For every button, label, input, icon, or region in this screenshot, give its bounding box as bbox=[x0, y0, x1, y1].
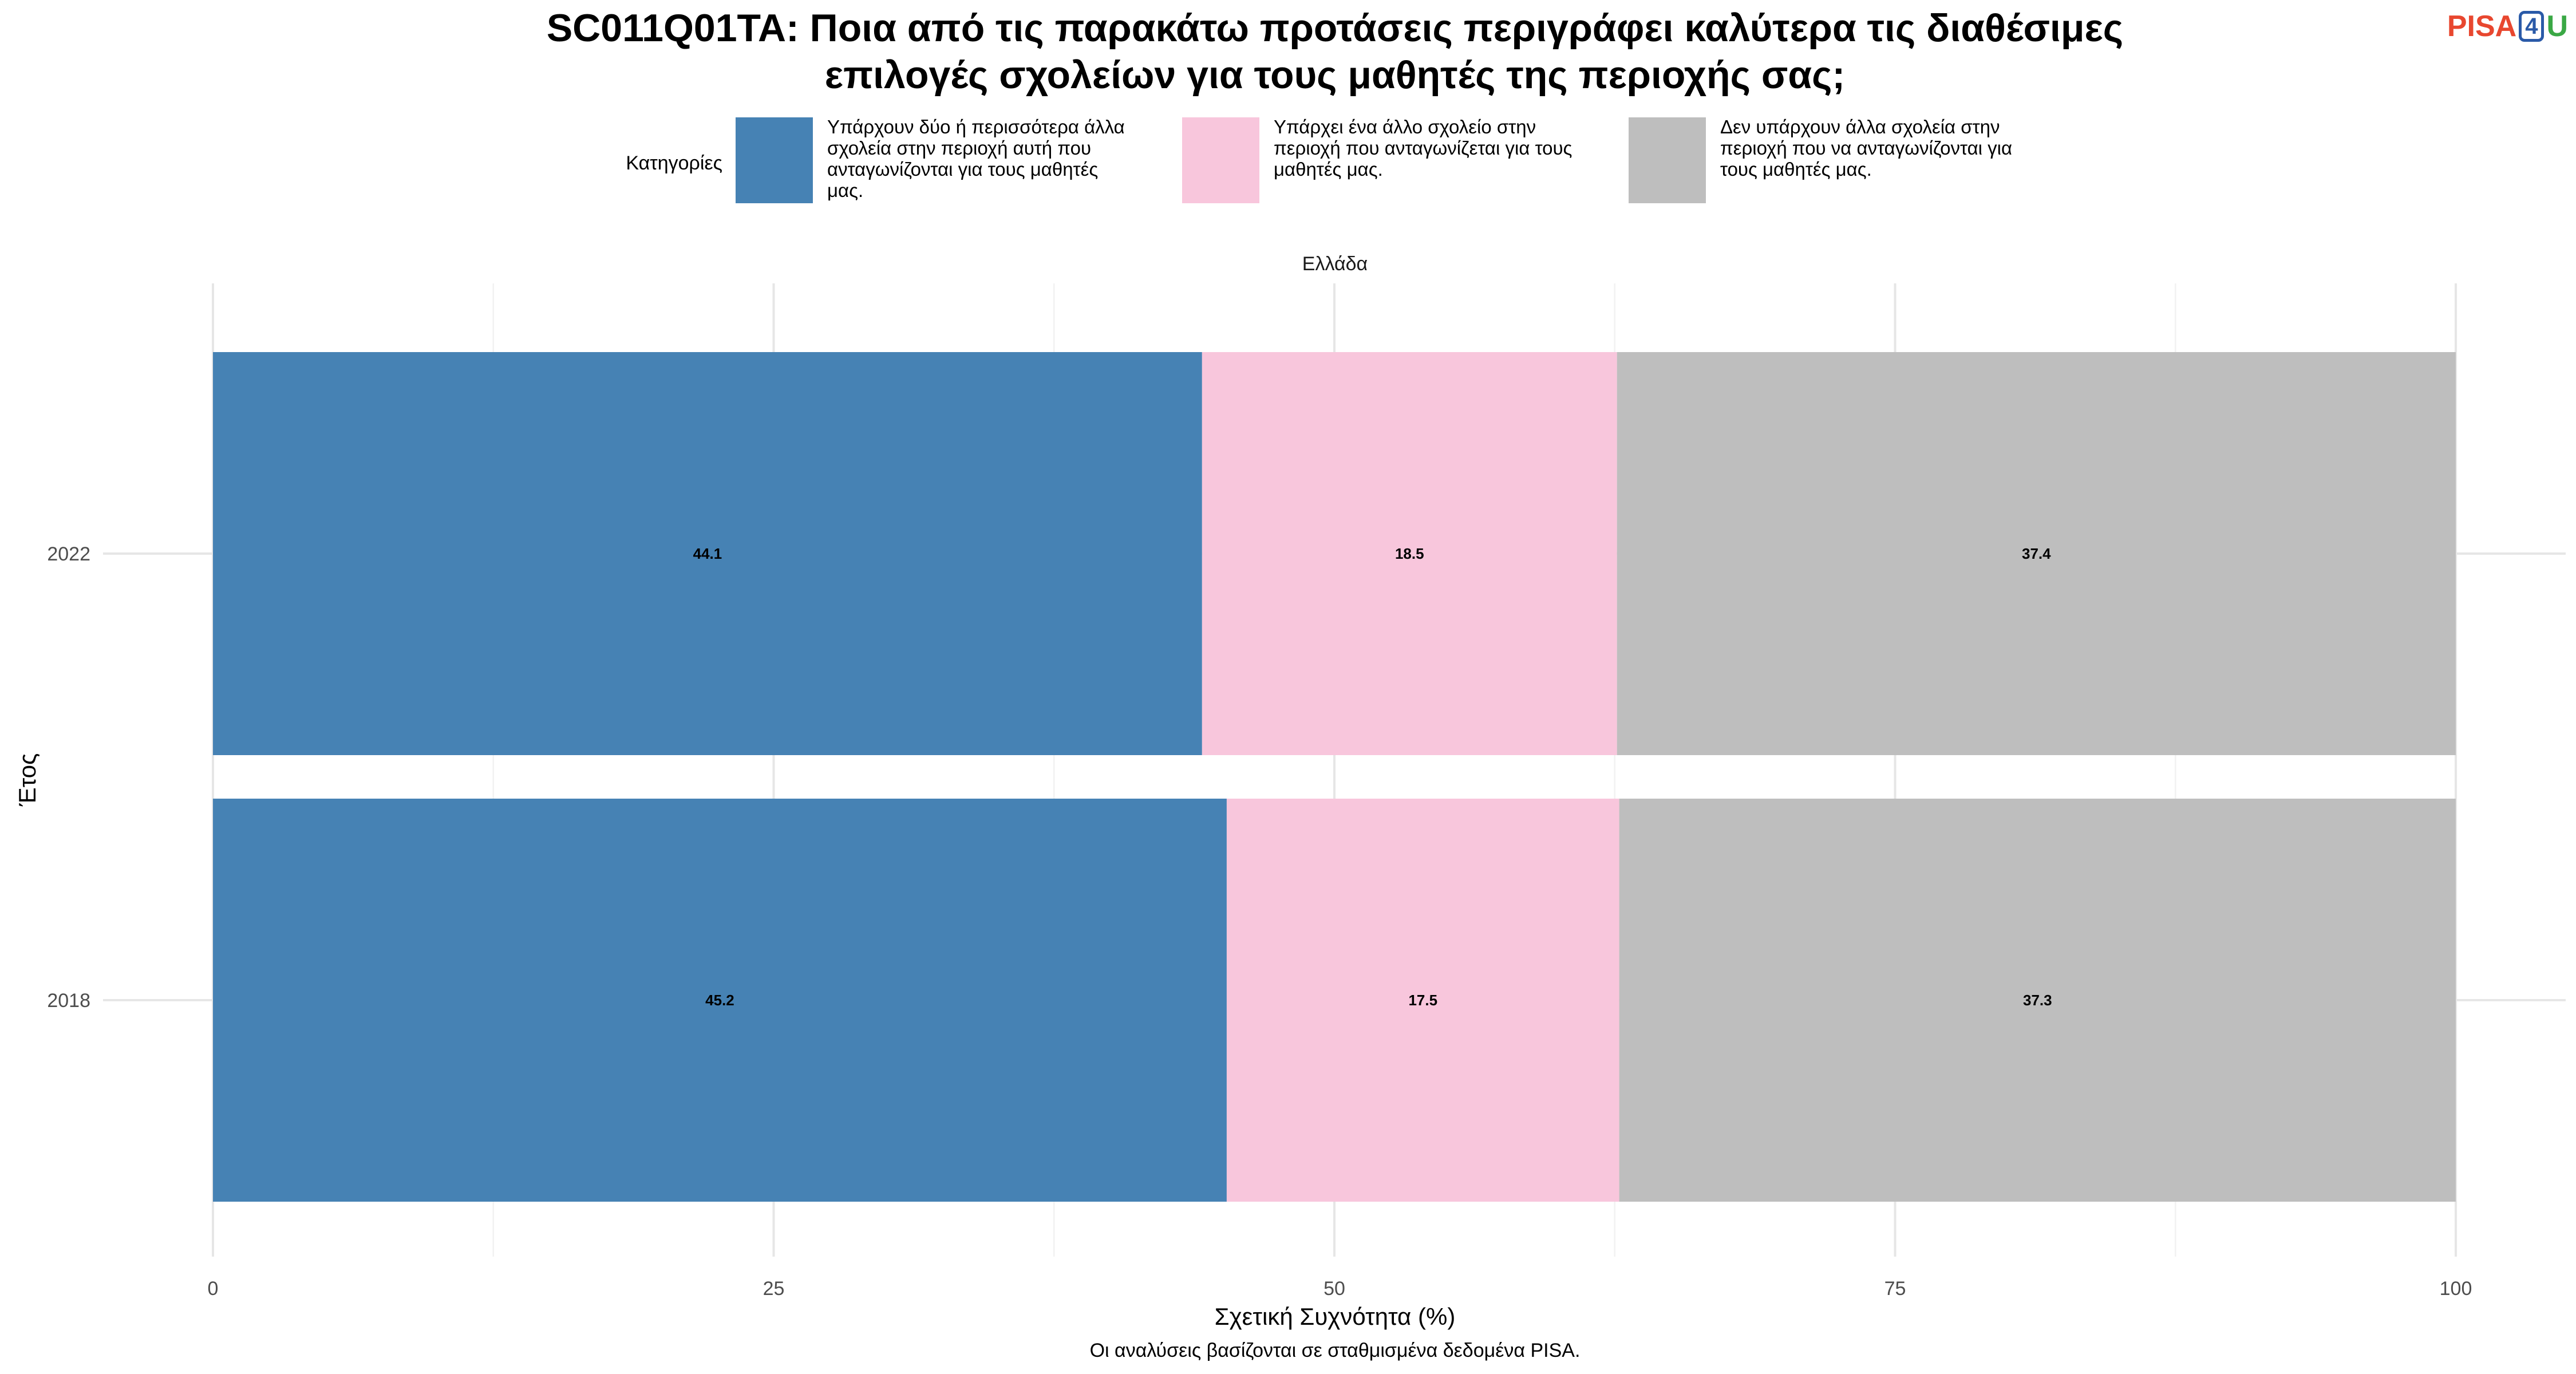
x-tick-label: 75 bbox=[1884, 1278, 1906, 1300]
caption: Οι αναλύσεις βασίζονται σε σταθμισμένα δ… bbox=[1090, 1340, 1581, 1361]
logo-text-pisa: PISA bbox=[2447, 10, 2517, 43]
y-axis-title: Έτος bbox=[14, 753, 41, 807]
x-tick-label: 0 bbox=[208, 1278, 219, 1300]
y-tick-label: 2018 bbox=[47, 990, 90, 1012]
bar-segment bbox=[213, 799, 1227, 1202]
y-axis-ticks: 2022 2018 bbox=[47, 543, 90, 1012]
data-label: 17.5 bbox=[1408, 992, 1437, 1009]
bar-segment bbox=[1226, 799, 1619, 1202]
legend: Κατηγορίες Υπάρχουν δύο ή περισσότερα άλλ… bbox=[626, 116, 2012, 203]
logo-text-u: U bbox=[2546, 10, 2568, 43]
data-label: 37.3 bbox=[2023, 992, 2052, 1009]
bar-segment bbox=[1202, 352, 1617, 755]
data-label: 37.4 bbox=[2022, 545, 2051, 562]
x-tick-label: 100 bbox=[2440, 1278, 2472, 1300]
legend-item-label-line: μαθητές μας. bbox=[1274, 159, 1383, 180]
bars bbox=[213, 352, 2456, 1202]
legend-item-label-line: περιοχή που να ανταγωνίζονται για bbox=[1720, 137, 2012, 159]
logo-text-four: 4 bbox=[2519, 11, 2545, 42]
data-labels: 44.1 18.5 37.4 45.2 17.5 37.3 bbox=[693, 545, 2052, 1009]
legend-key-swatch bbox=[1629, 117, 1706, 203]
legend-item-label-line: μας. bbox=[827, 180, 863, 201]
data-label: 18.5 bbox=[1395, 545, 1424, 562]
x-axis-ticks: 0 25 50 75 100 bbox=[208, 1278, 2472, 1300]
data-label: 44.1 bbox=[693, 545, 722, 562]
facet-label: Ελλάδα bbox=[1302, 253, 1368, 275]
bar-segment bbox=[1619, 799, 2456, 1202]
x-axis-title: Σχετική Συχνότητα (%) bbox=[1215, 1303, 1456, 1330]
x-tick-label: 50 bbox=[1323, 1278, 1345, 1300]
legend-key-swatch bbox=[736, 117, 813, 203]
bar-segment bbox=[213, 352, 1202, 755]
legend-item-label-line: ανταγωνίζονται για τους μαθητές bbox=[827, 159, 1098, 180]
legend-title: Κατηγορίες bbox=[626, 152, 722, 174]
x-tick-label: 25 bbox=[763, 1278, 785, 1300]
pisa4u-logo: PISA 4 U bbox=[2447, 9, 2568, 44]
legend-item-label-line: Υπάρχει ένα άλλο σχολείο στην bbox=[1274, 116, 1536, 137]
data-label: 45.2 bbox=[705, 992, 734, 1009]
chart-title: SC011Q01TA: Ποια από τις παρακάτω προτάσ… bbox=[547, 6, 2123, 97]
legend-item-label-line: περιοχή που ανταγωνίζεται για τους bbox=[1274, 137, 1572, 159]
chart-title-line: επιλογές σχολείων για τους μαθητές της π… bbox=[825, 53, 1845, 97]
bar-segment bbox=[1617, 352, 2456, 755]
legend-key-swatch bbox=[1182, 117, 1259, 203]
legend-item-label-line: σχολεία στην περιοχή αυτή που bbox=[827, 137, 1091, 159]
y-tick-label: 2022 bbox=[47, 543, 90, 565]
legend-item-label-line: Υπάρχουν δύο ή περισσότερα άλλα bbox=[827, 116, 1125, 137]
legend-item-label-line: Δεν υπάρχουν άλλα σχολεία στην bbox=[1720, 116, 2000, 137]
chart-title-line: SC011Q01TA: Ποια από τις παρακάτω προτάσ… bbox=[547, 6, 2123, 50]
legend-item-label-line: τους μαθητές μας. bbox=[1720, 159, 1872, 180]
